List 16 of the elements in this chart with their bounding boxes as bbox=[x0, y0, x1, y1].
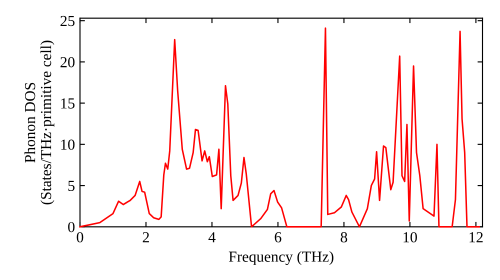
y-tick-label: 0 bbox=[68, 222, 75, 232]
x-tick-label: 8 bbox=[340, 232, 348, 242]
x-tick-label: 6 bbox=[274, 232, 282, 242]
y-axis-title: Phonon DOS (States/THz·primitive cell) bbox=[24, 40, 54, 204]
x-axis-title: Frequency (THz) bbox=[228, 251, 334, 265]
x-tick-label: 10 bbox=[404, 232, 417, 242]
y-tick-label: 15 bbox=[61, 98, 75, 109]
y-tick-label: 25 bbox=[60, 16, 75, 26]
y-tick-label: 20 bbox=[60, 57, 75, 68]
y-tick-label: 10 bbox=[61, 139, 75, 150]
x-tick-label: 0 bbox=[76, 232, 84, 242]
x-tick-label: 2 bbox=[142, 232, 149, 242]
x-tick-label: 4 bbox=[208, 232, 216, 242]
line-series bbox=[79, 27, 480, 228]
y-tick-label: 5 bbox=[68, 180, 75, 192]
x-tick-label: 12 bbox=[470, 232, 483, 242]
